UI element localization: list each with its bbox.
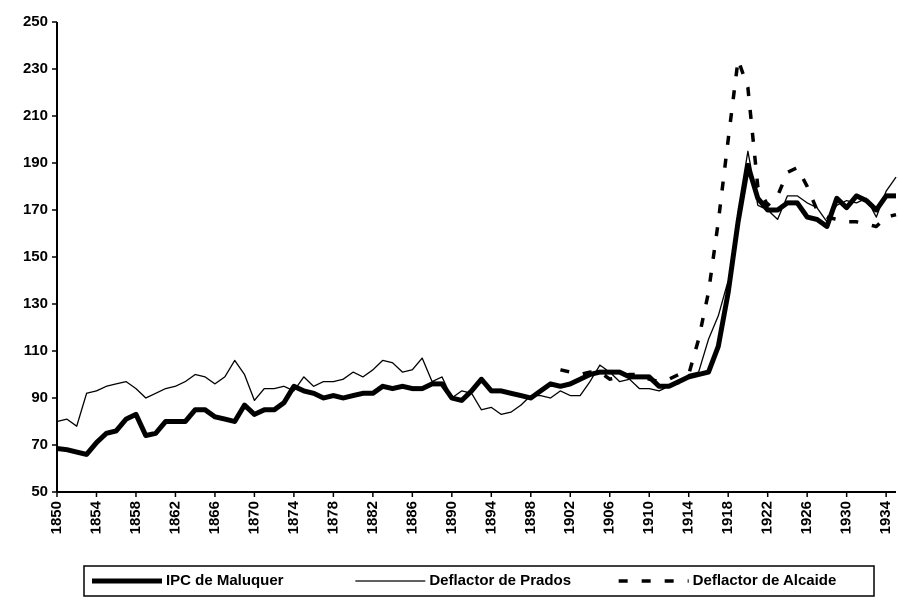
series-line — [56, 162, 896, 457]
series-line — [560, 57, 897, 384]
x-tick-label: 1894 — [482, 500, 499, 534]
x-tick-label: 1926 — [798, 501, 815, 534]
y-tick-label: 90 — [31, 389, 48, 406]
legend-label: IPC de Maluquer — [166, 572, 284, 589]
x-tick-label: 1850 — [48, 501, 65, 534]
x-tick-label: 1914 — [680, 500, 697, 534]
y-tick-label: 170 — [23, 201, 48, 218]
legend-box — [83, 565, 875, 597]
x-tick-label: 1882 — [364, 501, 381, 534]
y-tick-label: 190 — [23, 154, 48, 171]
y-tick-label: 110 — [24, 342, 48, 359]
y-tick-label: 150 — [23, 248, 48, 265]
x-tick-label: 1902 — [561, 501, 578, 534]
x-tick-label: 1918 — [719, 501, 736, 534]
x-tick-label: 1870 — [245, 501, 262, 534]
x-tick-label: 1898 — [522, 501, 539, 534]
y-tick-label: 130 — [23, 295, 48, 312]
legend-label: Deflactor de Prados — [429, 572, 571, 589]
x-tick-label: 1934 — [877, 500, 894, 534]
y-tick-label: 70 — [31, 436, 48, 453]
legend-label: Deflactor de Alcaide — [693, 572, 837, 589]
x-tick-label: 1874 — [285, 500, 302, 534]
x-tick-label: 1930 — [838, 501, 855, 534]
x-tick-label: 1886 — [403, 501, 420, 534]
x-tick-label: 1906 — [601, 501, 618, 534]
y-tick-label: 250 — [23, 13, 48, 30]
x-tick-label: 1858 — [127, 501, 144, 534]
x-tick-label: 1862 — [166, 501, 183, 534]
y-tick-label: 230 — [23, 60, 48, 77]
series-line — [56, 150, 897, 427]
y-tick-label: 210 — [23, 107, 48, 124]
y-tick-label: 50 — [31, 483, 48, 500]
x-tick-label: 1910 — [640, 501, 657, 534]
x-tick-label: 1854 — [87, 500, 104, 534]
x-tick-label: 1866 — [206, 501, 223, 534]
x-tick-label: 1878 — [324, 501, 341, 534]
x-tick-label: 1890 — [443, 501, 460, 534]
x-tick-label: 1922 — [759, 501, 776, 534]
